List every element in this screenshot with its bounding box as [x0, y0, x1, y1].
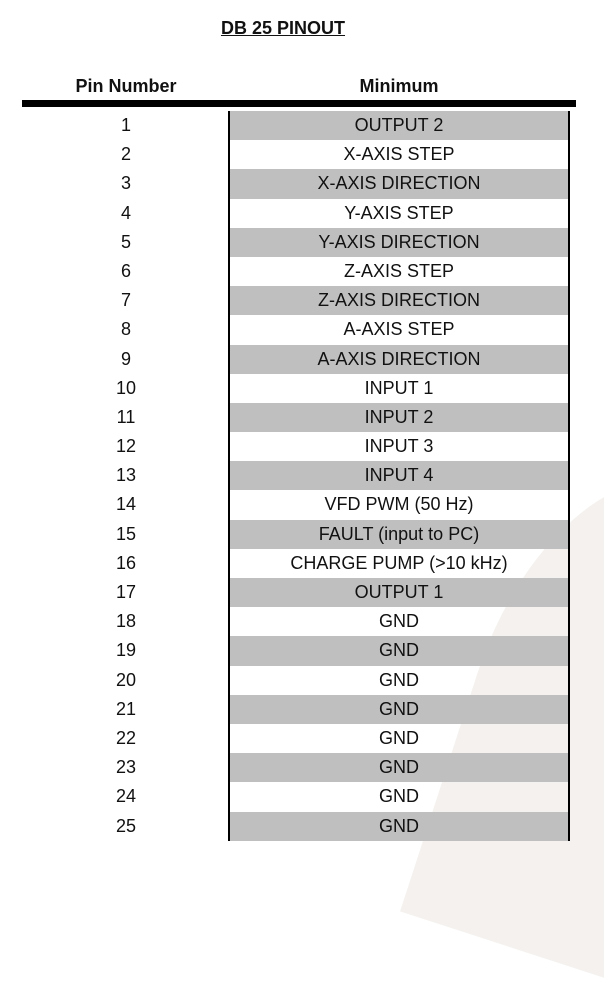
pin-function: X-AXIS STEP	[228, 140, 570, 170]
table-row: 22 GND	[0, 723, 604, 754]
page-title: DB 25 PINOUT	[220, 18, 346, 38]
table-row: 18 GND	[0, 607, 604, 637]
pin-function: Z-AXIS DIRECTION	[228, 286, 570, 316]
table-row: 11 INPUT 2	[0, 402, 604, 433]
table-row: 4 Y-AXIS STEP	[0, 198, 604, 228]
pin-function: GND	[228, 694, 570, 724]
pin-function: Z-AXIS STEP	[228, 256, 570, 287]
pin-number: 22	[115, 727, 137, 748]
pin-function: A-AXIS STEP	[228, 315, 570, 345]
pin-function: INPUT 1	[228, 373, 570, 403]
pin-number: 9	[120, 348, 131, 369]
table-row: 25 GND	[0, 811, 604, 841]
pin-number: 24	[115, 786, 137, 807]
pin-number: 11	[116, 406, 136, 427]
pin-function: GND	[228, 753, 570, 783]
pin-number: 6	[120, 260, 131, 281]
table-row: 8 A-AXIS STEP	[0, 315, 604, 345]
pin-number: 15	[115, 523, 137, 544]
header-rule	[22, 100, 576, 107]
table-row: 6 Z-AXIS STEP	[0, 256, 604, 287]
pin-number: 4	[120, 202, 131, 223]
table-row: 15 FAULT (input to PC)	[0, 519, 604, 549]
pin-number: 19	[115, 640, 137, 661]
pin-function: VFD PWM (50 Hz)	[228, 490, 570, 520]
table-row: 9 A-AXIS DIRECTION	[0, 344, 604, 374]
pin-number: 21	[115, 698, 137, 719]
table-row: 1 OUTPUT 2	[0, 111, 604, 141]
pin-function: Y-AXIS STEP	[228, 198, 570, 228]
pin-number: 2	[120, 144, 131, 165]
pin-function: GND	[228, 607, 570, 637]
pin-number: 1	[120, 115, 131, 135]
table-row: 16 CHARGE PUMP (>10 kHz)	[0, 548, 604, 578]
table-row: 5 Y-AXIS DIRECTION	[0, 227, 604, 257]
pin-function: GND	[228, 665, 570, 695]
pin-number: 17	[115, 582, 137, 602]
table-row: 14 VFD PWM (50 Hz)	[0, 490, 604, 520]
column-header-pin: Pin Number	[75, 76, 177, 96]
table-row: 21 GND	[0, 694, 604, 724]
pinout-table: 1 OUTPUT 2 2 X-AXIS STEP 3 X-AXIS DIRECTION 4 Y…	[0, 111, 604, 841]
pin-number: 7	[120, 290, 131, 311]
pin-number: 3	[120, 173, 131, 194]
pin-function: INPUT 4	[228, 461, 570, 491]
pin-number: 12	[115, 436, 137, 457]
pin-number: 10	[115, 377, 137, 398]
table-row: 2 X-AXIS STEP	[0, 140, 604, 170]
pin-function: X-AXIS DIRECTION	[228, 169, 570, 199]
pin-number: 14	[115, 494, 137, 515]
pin-number: 20	[115, 669, 137, 690]
table-row: 12 INPUT 3	[0, 432, 604, 462]
pin-number: 25	[115, 815, 137, 836]
pin-function: CHARGE PUMP (>10 kHz)	[228, 548, 570, 578]
pin-function: GND	[228, 636, 570, 666]
pin-function: GND	[228, 811, 570, 841]
pin-function: FAULT (input to PC)	[228, 519, 570, 549]
pin-function: INPUT 3	[228, 432, 570, 462]
pin-number: 16	[115, 552, 137, 573]
pin-function: GND	[228, 782, 570, 812]
table-row: 23 GND	[0, 753, 604, 783]
table-row: 3 X-AXIS DIRECTION	[0, 169, 604, 199]
pin-function: Y-AXIS DIRECTION	[228, 227, 570, 257]
table-row: 13 INPUT 4	[0, 461, 604, 491]
pin-function: OUTPUT 2	[228, 111, 570, 141]
pin-function: OUTPUT 1	[228, 578, 570, 608]
table-row: 19 GND	[0, 636, 604, 666]
pin-function: A-AXIS DIRECTION	[228, 344, 570, 374]
pin-function: INPUT 2	[228, 402, 570, 433]
table-row: 24 GND	[0, 782, 604, 812]
pin-number: 13	[115, 465, 137, 486]
pin-number: 23	[115, 757, 137, 778]
table-row: 20 GND	[0, 665, 604, 695]
pin-number: 5	[120, 231, 131, 252]
table-row: 7 Z-AXIS DIRECTION	[0, 286, 604, 316]
pin-number: 18	[115, 611, 137, 632]
column-header-minimum: Minimum	[359, 76, 439, 96]
table-row: 17 OUTPUT 1	[0, 578, 604, 608]
pin-number: 8	[120, 319, 131, 340]
pin-function: GND	[228, 723, 570, 754]
table-row: 10 INPUT 1	[0, 373, 604, 403]
